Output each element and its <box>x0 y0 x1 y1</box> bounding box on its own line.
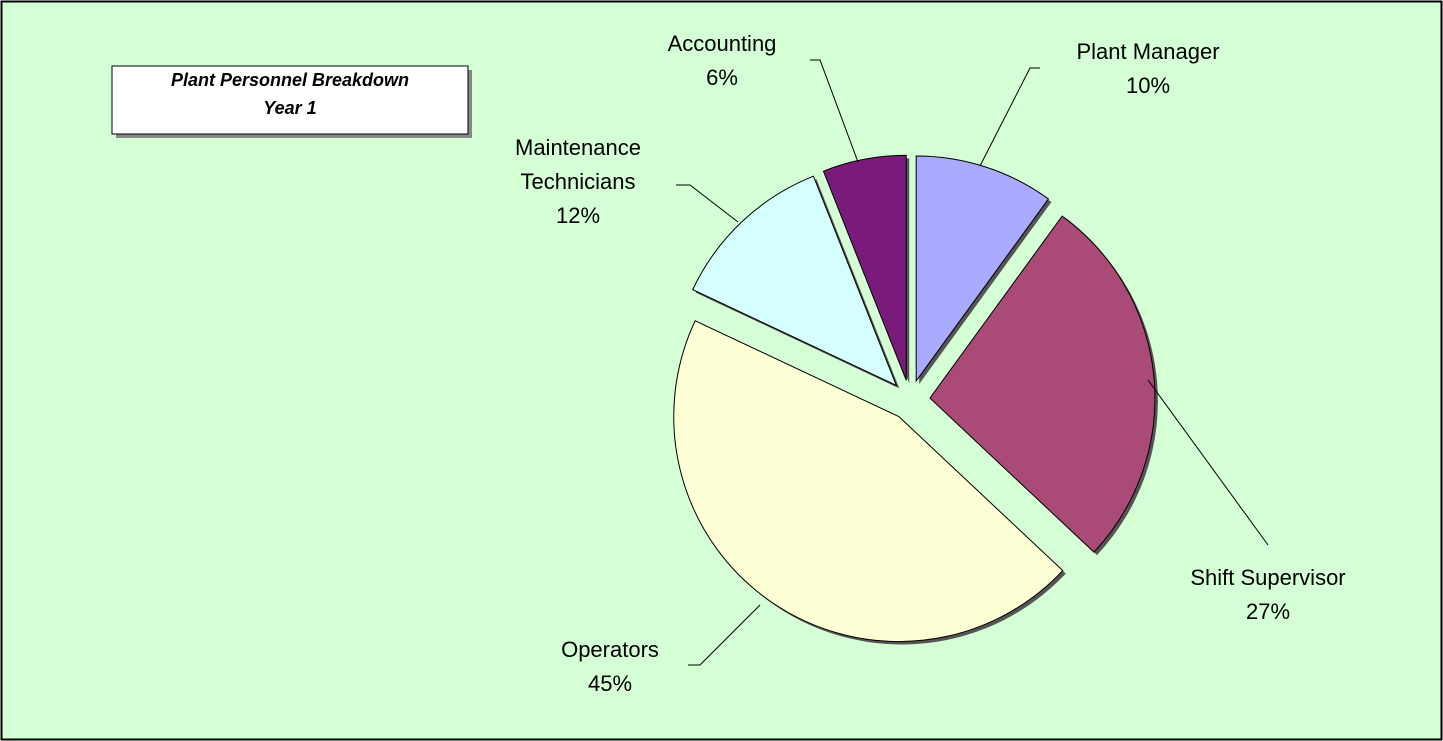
category-label: Shift Supervisor <box>1190 565 1346 590</box>
value-label: 45% <box>587 671 633 696</box>
value-label: 12% <box>555 203 601 228</box>
value-label: 27% <box>1245 599 1291 624</box>
leader-line <box>810 59 859 163</box>
category-label: Accounting <box>667 31 777 56</box>
slice <box>673 320 1064 643</box>
value-label: 6% <box>706 65 738 90</box>
data-label: Operators 45% <box>490 633 730 701</box>
data-label: Maintenance Technicians 12% <box>458 131 698 233</box>
data-label: Shift Supervisor 27% <box>1148 561 1388 629</box>
slice <box>915 155 1050 383</box>
chart-title: Plant Personnel Breakdown <box>170 70 410 90</box>
slice <box>822 154 907 381</box>
slice <box>692 175 898 387</box>
leader-line <box>688 604 761 666</box>
chart-subtitle: Year 1 <box>263 98 317 118</box>
slice <box>929 215 1156 553</box>
leader-line <box>676 184 739 223</box>
category-label: Operators <box>561 637 659 662</box>
leader-line <box>1147 379 1269 546</box>
title-box <box>111 65 469 135</box>
data-label: Plant Manager 10% <box>1028 35 1268 103</box>
category-label: Plant Manager <box>1076 39 1220 64</box>
value-label: 10% <box>1125 73 1171 98</box>
data-label: Accounting 6% <box>602 27 842 95</box>
category-label: Maintenance Technicians <box>515 135 641 194</box>
title-block: Plant Personnel Breakdown Year 1 <box>112 66 468 122</box>
leader-line <box>979 67 1040 167</box>
